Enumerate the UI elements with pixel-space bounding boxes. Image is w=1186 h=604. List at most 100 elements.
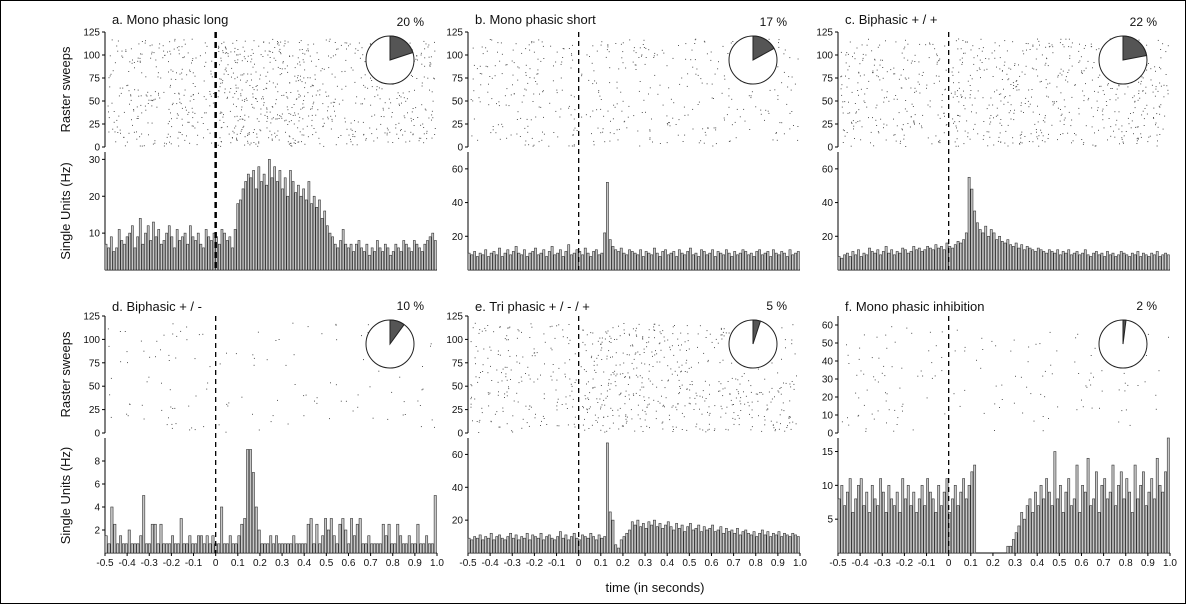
raster-dot bbox=[1041, 140, 1043, 142]
histogram-bar bbox=[413, 543, 417, 554]
raster-dot bbox=[512, 49, 514, 51]
histogram-bar bbox=[1014, 242, 1018, 271]
raster-dot bbox=[513, 62, 515, 64]
raster-dot bbox=[205, 98, 207, 100]
histogram-bar bbox=[603, 232, 607, 271]
raster-dot bbox=[561, 404, 563, 405]
raster-dot bbox=[1155, 394, 1157, 396]
raster-dot bbox=[964, 389, 966, 391]
raster-dot bbox=[358, 42, 360, 44]
raster-dot bbox=[585, 398, 587, 400]
raster-dot bbox=[506, 423, 508, 425]
raster-dot bbox=[685, 362, 687, 364]
raster-dot bbox=[870, 142, 871, 144]
raster-dot bbox=[256, 136, 258, 138]
histogram-bar bbox=[428, 543, 431, 554]
raster-dot bbox=[350, 141, 352, 143]
raster-dot bbox=[929, 43, 931, 45]
raster-dot bbox=[269, 61, 271, 63]
histogram-bar bbox=[384, 535, 388, 554]
raster-dot bbox=[202, 333, 204, 335]
raster-dot bbox=[144, 42, 146, 44]
histogram-bar bbox=[304, 199, 308, 271]
raster-dot bbox=[771, 362, 773, 364]
histogram-bar bbox=[347, 247, 350, 271]
raster-dot bbox=[1160, 85, 1162, 87]
raster-dot bbox=[1019, 134, 1021, 136]
raster-dot bbox=[684, 114, 686, 116]
raster-dot bbox=[1068, 111, 1070, 113]
raster-dot bbox=[595, 372, 597, 373]
raster-dot bbox=[989, 136, 991, 138]
raster-dot bbox=[205, 61, 207, 63]
raster-dot bbox=[663, 336, 665, 338]
raster-dot bbox=[166, 143, 167, 145]
raster-dot bbox=[539, 93, 540, 95]
raster-dot bbox=[257, 331, 259, 333]
raster-dot bbox=[616, 103, 618, 105]
raster-dot bbox=[860, 88, 862, 90]
histogram-bar bbox=[157, 229, 161, 271]
raster-dot bbox=[428, 44, 430, 46]
raster-dot bbox=[1060, 68, 1062, 70]
raster-dot bbox=[666, 142, 668, 144]
raster-dot bbox=[254, 63, 255, 65]
raster-dot bbox=[251, 103, 253, 105]
raster-dot bbox=[496, 411, 498, 413]
raster-dot bbox=[641, 55, 642, 57]
raster-dot bbox=[434, 128, 436, 129]
raster-dot bbox=[635, 69, 637, 70]
histogram-bar bbox=[686, 526, 690, 554]
raster-dot bbox=[550, 45, 552, 47]
raster-dot bbox=[581, 116, 583, 118]
raster-dot bbox=[377, 94, 379, 96]
raster-dot bbox=[707, 361, 709, 363]
raster-dot bbox=[257, 145, 259, 147]
histogram-bar bbox=[928, 247, 932, 271]
raster-dot bbox=[850, 145, 852, 147]
raster-dot bbox=[914, 61, 916, 62]
raster-dot bbox=[667, 380, 669, 382]
raster-dot bbox=[428, 117, 430, 119]
raster-dot bbox=[569, 378, 571, 380]
raster-dot bbox=[223, 114, 224, 116]
raster-dot bbox=[189, 71, 191, 72]
raster-dot bbox=[595, 420, 597, 421]
histogram-bar bbox=[294, 192, 298, 271]
raster-dot bbox=[429, 64, 431, 66]
raster-dot bbox=[290, 120, 292, 122]
histogram-bar bbox=[865, 254, 869, 271]
histogram-tick-label: 20 bbox=[89, 192, 101, 203]
raster-dot bbox=[1114, 136, 1116, 138]
raster-dot bbox=[1155, 124, 1156, 126]
histogram-bar bbox=[904, 498, 907, 554]
raster-dot bbox=[921, 127, 923, 129]
raster-dot bbox=[255, 98, 257, 100]
raster-dot bbox=[600, 99, 602, 100]
raster-dot bbox=[777, 390, 779, 392]
raster-dot bbox=[661, 49, 663, 51]
raster-dot bbox=[760, 113, 762, 115]
raster-dot bbox=[858, 358, 860, 360]
raster-dot bbox=[1078, 113, 1080, 115]
raster-dot bbox=[481, 407, 483, 409]
raster-dot bbox=[676, 409, 678, 411]
raster-dot bbox=[880, 59, 882, 61]
raster-dot bbox=[635, 352, 637, 354]
histogram-bar bbox=[788, 249, 792, 271]
raster-dot bbox=[624, 376, 626, 377]
x-tick-label: 0.8 bbox=[386, 558, 400, 569]
histogram-bar bbox=[785, 534, 789, 554]
raster-dot bbox=[663, 356, 665, 358]
raster-dot bbox=[1021, 142, 1023, 144]
raster-dot bbox=[303, 106, 305, 108]
raster-dot bbox=[1093, 62, 1095, 63]
histogram-bar bbox=[150, 523, 154, 554]
raster-dot bbox=[316, 397, 318, 399]
raster-dot bbox=[1078, 61, 1080, 63]
histogram-bar bbox=[418, 247, 421, 271]
raster-dot bbox=[1146, 44, 1148, 46]
raster-dot bbox=[938, 141, 940, 143]
raster-dot bbox=[910, 116, 912, 118]
